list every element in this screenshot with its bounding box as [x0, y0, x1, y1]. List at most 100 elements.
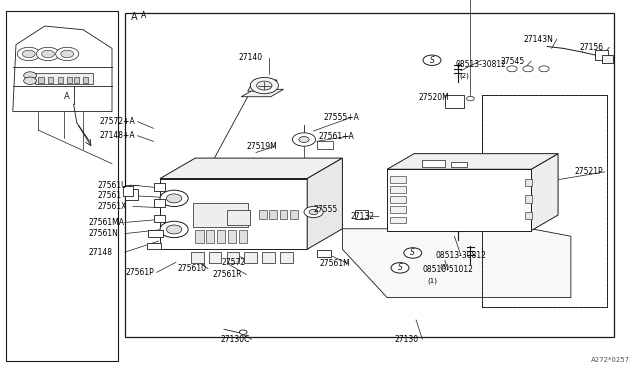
Circle shape [539, 66, 549, 72]
Text: 27132: 27132 [350, 212, 374, 221]
Bar [602, 55, 613, 63]
Bar [83, 77, 88, 83]
Bar [67, 77, 72, 83]
Text: 27561+A: 27561+A [319, 132, 355, 141]
Text: (2): (2) [460, 73, 469, 79]
Circle shape [17, 47, 40, 61]
Text: A: A [65, 92, 70, 101]
Bar [355, 210, 368, 219]
Circle shape [391, 263, 409, 273]
Circle shape [309, 209, 318, 215]
Bar [317, 141, 333, 149]
Bar [35, 73, 93, 84]
Bar [451, 162, 467, 167]
Circle shape [257, 81, 272, 90]
Polygon shape [531, 154, 558, 231]
Bar [191, 252, 204, 263]
Bar [217, 230, 225, 243]
Bar [74, 77, 79, 83]
Text: 27561R: 27561R [212, 270, 242, 279]
Bar [239, 230, 247, 243]
Circle shape [404, 248, 422, 258]
Polygon shape [13, 26, 112, 112]
Text: 27555+A: 27555+A [323, 113, 359, 122]
Circle shape [292, 133, 316, 146]
Circle shape [56, 47, 79, 61]
Bar [125, 189, 138, 200]
Circle shape [467, 96, 474, 101]
Bar [123, 186, 133, 196]
Bar [445, 95, 464, 108]
Circle shape [299, 137, 309, 142]
Polygon shape [160, 158, 342, 179]
Circle shape [24, 77, 36, 84]
Text: 27561X: 27561X [98, 202, 127, 211]
Circle shape [166, 194, 182, 203]
Bar [206, 230, 214, 243]
Polygon shape [160, 179, 307, 249]
Circle shape [166, 225, 182, 234]
Bar [525, 179, 532, 186]
Bar [269, 210, 277, 219]
Text: (1): (1) [427, 277, 437, 284]
Bar [290, 210, 298, 219]
Text: A272*0257: A272*0257 [591, 357, 630, 363]
Bar [154, 199, 165, 207]
Bar [262, 252, 275, 263]
Text: 27545: 27545 [500, 57, 525, 65]
Circle shape [22, 50, 35, 58]
Bar [525, 212, 532, 219]
Circle shape [423, 55, 441, 65]
Text: 08513-30812: 08513-30812 [455, 60, 506, 69]
Text: (3): (3) [440, 263, 450, 270]
Text: 27561MA: 27561MA [88, 218, 124, 227]
Bar [38, 77, 44, 83]
Bar [390, 196, 406, 203]
Text: 27572: 27572 [221, 258, 246, 267]
Bar [148, 230, 163, 237]
Bar [390, 217, 406, 223]
Bar [228, 230, 236, 243]
Text: 27148: 27148 [88, 248, 113, 257]
Bar [195, 230, 204, 243]
Text: 275610: 275610 [178, 264, 207, 273]
Polygon shape [241, 89, 284, 97]
Bar [482, 95, 607, 307]
Bar [280, 252, 293, 263]
Text: A: A [131, 12, 138, 22]
Bar [390, 186, 406, 193]
Text: 27572+A: 27572+A [99, 117, 135, 126]
Text: 27561U: 27561U [98, 181, 127, 190]
Bar [227, 210, 250, 225]
Bar [154, 183, 165, 191]
Text: 27561N: 27561N [88, 229, 118, 238]
Text: S: S [397, 263, 403, 272]
Bar [147, 243, 161, 249]
Text: 27140: 27140 [238, 53, 262, 62]
Bar [390, 176, 406, 183]
Text: A: A [141, 11, 146, 20]
Text: 27156: 27156 [580, 43, 604, 52]
Bar [6, 11, 118, 361]
Text: 27561P: 27561P [125, 268, 154, 277]
Text: 08510-51012: 08510-51012 [422, 265, 473, 274]
Bar [244, 252, 257, 263]
Text: 27519M: 27519M [246, 142, 277, 151]
Bar [280, 210, 287, 219]
Circle shape [61, 50, 74, 58]
Polygon shape [307, 158, 342, 249]
Bar [193, 203, 248, 227]
Circle shape [507, 66, 517, 72]
Circle shape [250, 77, 278, 94]
Bar [482, 95, 607, 307]
Bar [317, 250, 331, 257]
Bar [422, 160, 445, 167]
Bar [390, 206, 406, 213]
Text: 27555: 27555 [314, 205, 338, 214]
Text: S: S [429, 56, 435, 65]
Text: 27130C: 27130C [221, 335, 250, 344]
Bar [154, 215, 165, 222]
Polygon shape [248, 80, 277, 91]
Circle shape [239, 330, 247, 334]
Polygon shape [387, 154, 558, 169]
